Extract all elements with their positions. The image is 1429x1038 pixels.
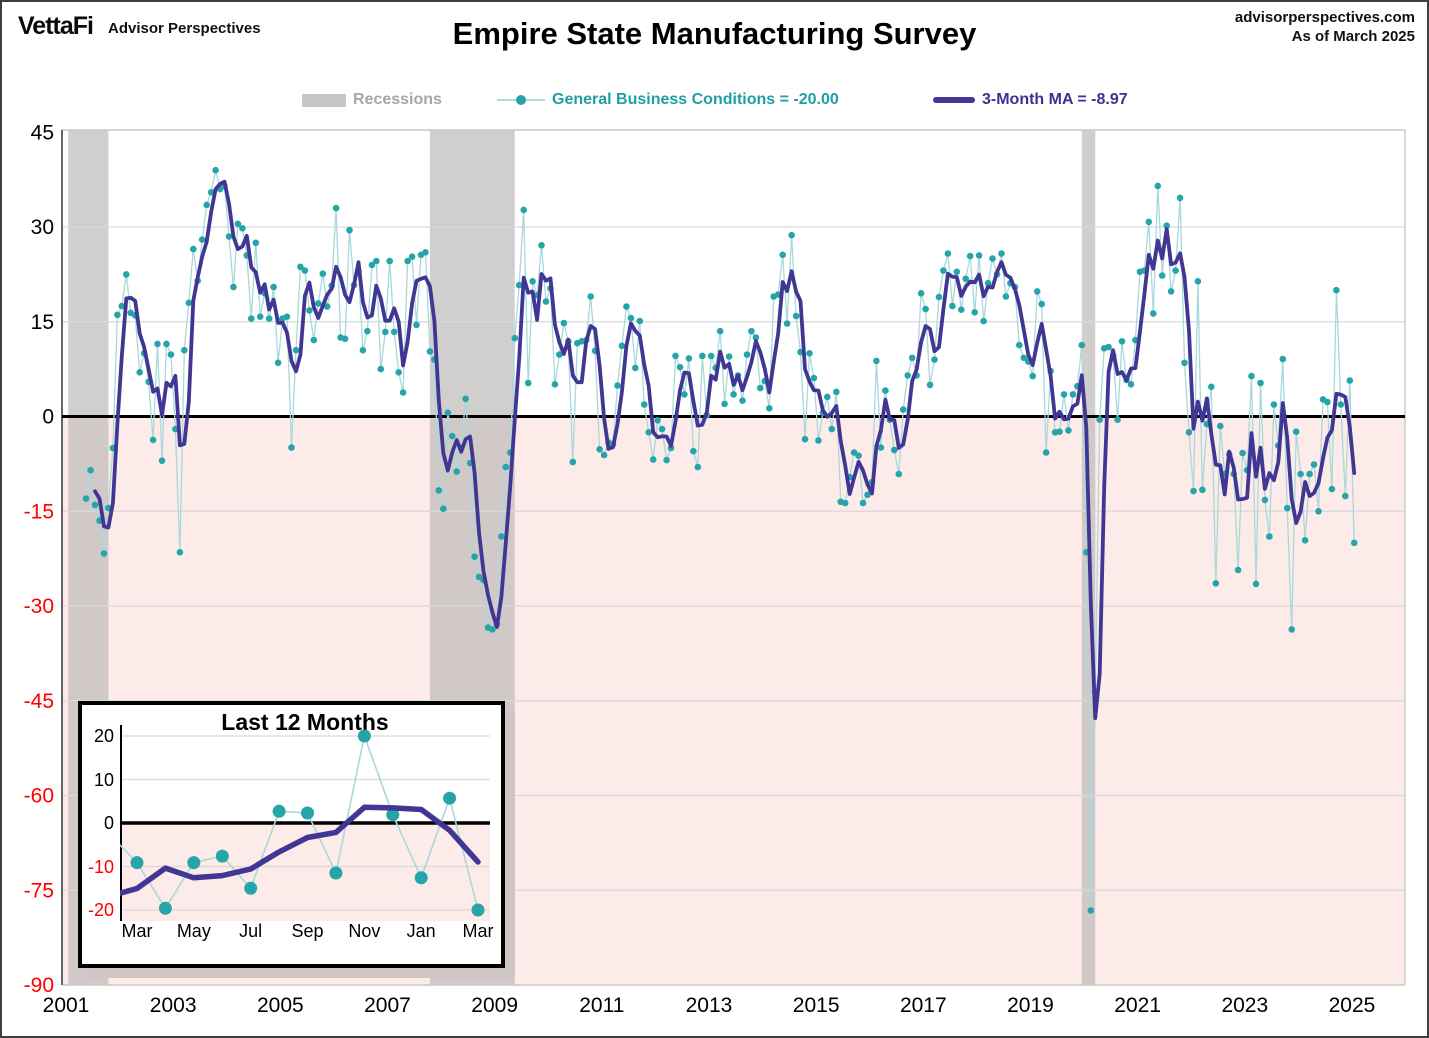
inset-x-tick-label: Mar xyxy=(462,921,494,941)
logo-subtitle: Advisor Perspectives xyxy=(108,20,261,37)
svg-text:-30: -30 xyxy=(24,595,54,618)
as-of-date: As of March 2025 xyxy=(1291,28,1415,45)
gbc-series-dots xyxy=(82,166,1358,914)
inset-x-tick-label: Sep xyxy=(291,921,324,941)
svg-text:2019: 2019 xyxy=(1007,994,1054,1017)
svg-text:0: 0 xyxy=(42,406,54,429)
legend-ma-label: 3-Month MA = -8.97 xyxy=(982,91,1128,108)
svg-text:15: 15 xyxy=(31,311,54,334)
source-attribution: advisorperspectives.com As of March 2025 xyxy=(1235,8,1415,46)
inset-ma-line xyxy=(120,804,481,897)
svg-text:2023: 2023 xyxy=(1221,994,1268,1017)
gbc-line-dot-icon xyxy=(497,95,545,105)
inset-y-tick-label: -20 xyxy=(87,900,114,920)
inset-gbc-line xyxy=(120,733,479,911)
svg-text:2025: 2025 xyxy=(1329,994,1376,1017)
svg-text:-75: -75 xyxy=(24,879,54,902)
inset-y-tick-label: -10 xyxy=(87,856,114,877)
inset-y-tick-label: 10 xyxy=(93,769,114,790)
svg-text:2003: 2003 xyxy=(150,994,197,1017)
inset-x-tick-label: Nov xyxy=(348,921,381,941)
legend-item-ma: 3-Month MA = -8.97 xyxy=(933,88,1128,112)
inset-x-tick-label: Jul xyxy=(239,921,263,941)
y-tick-labels: 45 30 15 0 -15 -30 -45 -60 -75 -90 xyxy=(24,121,54,997)
legend-item-gbc: General Business Conditions = -20.00 xyxy=(497,88,839,112)
ma-line xyxy=(93,179,1357,721)
legend-gbc-label: General Business Conditions = -20.00 xyxy=(552,91,839,108)
vettafi-logo: VettaFi xyxy=(18,12,94,40)
svg-text:2015: 2015 xyxy=(793,994,840,1017)
x-tick-labels: 2001 2003 2005 2007 2009 2011 2013 2015 2017 2019… xyxy=(43,994,1376,1017)
svg-text:2021: 2021 xyxy=(1114,994,1161,1017)
svg-text:2005: 2005 xyxy=(257,994,304,1017)
legend-item-recessions: Recessions xyxy=(302,88,442,112)
svg-text:2013: 2013 xyxy=(686,994,733,1017)
svg-text:2009: 2009 xyxy=(471,994,518,1017)
inset-y-tick-label: 0 xyxy=(103,813,114,833)
svg-text:-45: -45 xyxy=(24,690,54,713)
svg-text:2017: 2017 xyxy=(900,994,947,1017)
svg-text:30: 30 xyxy=(31,216,54,239)
inset-y-tick-label: 20 xyxy=(93,726,114,746)
svg-text:-90: -90 xyxy=(24,974,54,997)
recession-swatch-icon xyxy=(302,93,346,107)
inset-gbc-dots xyxy=(130,729,485,917)
inset-x-tick-label: Mar xyxy=(121,921,153,941)
legend-recessions-label: Recessions xyxy=(353,91,442,108)
ma-line-icon xyxy=(933,97,975,103)
svg-text:2007: 2007 xyxy=(364,994,411,1017)
inset-x-tick-label: Jan xyxy=(406,921,436,941)
source-url: advisorperspectives.com xyxy=(1234,9,1415,26)
svg-text:2011: 2011 xyxy=(579,994,624,1017)
svg-text:45: 45 xyxy=(31,121,54,144)
svg-text:2001: 2001 xyxy=(43,994,90,1017)
last-12-months-inset: Last 12 Months 20 10 0 -10 -20 Mar May Jul Sep No… xyxy=(78,701,505,968)
svg-text:-15: -15 xyxy=(24,500,54,523)
svg-text:-60: -60 xyxy=(24,785,54,808)
inset-gridlines xyxy=(120,735,490,911)
inset-x-tick-label: May xyxy=(176,921,211,941)
gridlines xyxy=(61,129,1406,986)
inset-chart xyxy=(120,725,490,921)
